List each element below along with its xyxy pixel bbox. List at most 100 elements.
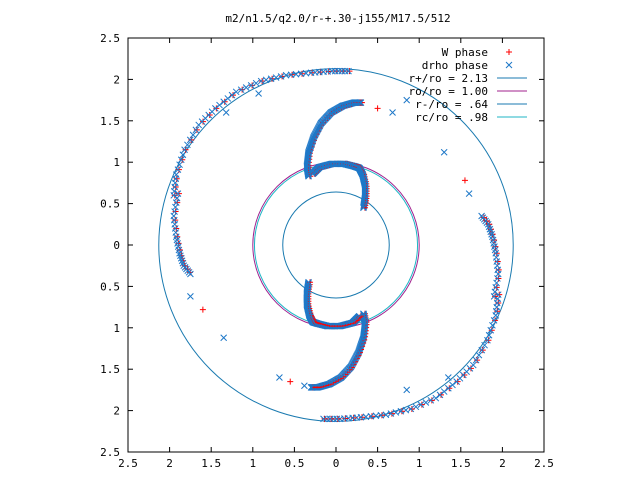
w-phase-point: [474, 357, 481, 364]
w-phase-point: [200, 118, 207, 125]
drho-phase-point: [449, 381, 456, 389]
w-phase-point: [325, 68, 332, 75]
w-phase-point: [374, 105, 381, 112]
w-phase-point: [495, 275, 502, 282]
drho-phase-point: [440, 148, 448, 156]
x-tick-label: 1.5: [201, 457, 221, 470]
w-phase-point: [461, 371, 468, 378]
drho-phase-point: [179, 151, 187, 159]
drho-phase-point: [453, 378, 460, 385]
drho-phase-point: [181, 146, 188, 154]
drho-phase-point: [277, 73, 285, 80]
w-phase-point: [230, 92, 236, 99]
w-phase-point: [174, 233, 181, 240]
w-phase-point: [299, 70, 306, 77]
w-phase-point: [221, 98, 228, 105]
drho-phase-point: [397, 407, 405, 415]
w-phase-point: [309, 69, 316, 76]
w-phase-point: [182, 146, 189, 153]
drho-phase-point: [267, 75, 275, 83]
drho-phase-point: [242, 84, 250, 91]
x-tick-label: 1.5: [451, 457, 471, 470]
w-phase-point: [461, 177, 468, 184]
drho-phase-point: [222, 109, 230, 116]
drho-phase-point: [357, 99, 365, 106]
drho-phase-point: [472, 356, 480, 364]
w-phase-point: [342, 415, 349, 422]
drho-phase-point: [490, 316, 498, 324]
w-phase-point: [358, 414, 365, 421]
drho-phase-point: [224, 95, 232, 102]
drho-phase-point: [307, 384, 315, 391]
drho-phase-point: [252, 79, 260, 87]
y-tick-label: 2: [113, 73, 120, 86]
drho-phase-point: [402, 406, 410, 414]
drho-phase-point: [403, 386, 411, 394]
drho-phase-point: [484, 336, 491, 344]
drho-phase-point: [220, 98, 228, 106]
legend-label: r+/ro = 2.13: [409, 72, 488, 85]
w-phase-point: [438, 391, 444, 398]
w-phase-point: [378, 412, 385, 419]
drho-phase-point: [237, 86, 245, 94]
drho-phase-point: [257, 77, 265, 85]
y-tick-label: 0.5: [100, 198, 120, 211]
reference-circle: [282, 191, 390, 299]
y-tick-label: 2: [113, 405, 120, 418]
drho-phase-point: [247, 82, 255, 89]
drho-phase-point: [212, 105, 219, 112]
drho-phase-point: [387, 410, 395, 417]
w-phase-point: [172, 184, 179, 191]
w-phase-point: [492, 293, 499, 300]
drho-phase-point: [417, 401, 425, 408]
w-phase-point: [479, 347, 486, 354]
w-phase-point: [193, 126, 200, 133]
y-tick-label: 2.5: [100, 32, 120, 45]
w-phase-point: [368, 413, 375, 420]
drho-phase-point: [392, 409, 400, 416]
w-phase-point: [493, 284, 500, 291]
w-phase-point: [467, 365, 474, 372]
w-phase-point: [398, 408, 405, 415]
w-phase-point: [213, 105, 220, 112]
w-phase-point: [346, 68, 353, 75]
y-tick-label: 1: [113, 322, 120, 335]
legend-marker: [505, 61, 513, 69]
drho-phase-point: [440, 388, 448, 395]
drho-phase-point: [301, 382, 308, 390]
reference-circle: [253, 163, 419, 327]
w-phase-point: [259, 78, 266, 85]
drho-phase-point: [262, 76, 270, 84]
w-phase-point: [173, 175, 180, 182]
phase-points: [170, 67, 503, 423]
y-tick-label: 1: [113, 156, 120, 169]
w-phase-point: [485, 337, 492, 344]
x-tick-label: 0.5: [368, 457, 388, 470]
w-phase-point: [173, 225, 180, 232]
drho-phase-point: [320, 415, 327, 423]
w-phase-point: [199, 306, 206, 313]
drho-phase-point: [485, 331, 493, 339]
drho-phase-point: [478, 212, 485, 220]
drho-phase-point: [487, 326, 495, 334]
w-phase-point: [206, 112, 213, 119]
drho-phase-point: [427, 396, 435, 404]
legend-label: drho phase: [422, 59, 488, 72]
chart-title: m2/n1.5/q2.0/r-+.30-j155/M17.5/512: [225, 12, 450, 25]
w-phase-point: [175, 240, 182, 247]
w-phase-point: [328, 415, 335, 422]
x-tick-label: 0.5: [284, 457, 304, 470]
drho-phase-point: [444, 374, 452, 381]
w-phase-point: [408, 405, 415, 412]
drho-phase-point: [489, 321, 496, 329]
x-tick-label: 2.5: [534, 457, 554, 470]
x-tick-label: 2.5: [118, 457, 138, 470]
drho-phase-point: [478, 346, 486, 354]
drho-phase-point: [444, 384, 452, 392]
x-tick-label: 1: [416, 457, 423, 470]
w-phase-point: [176, 246, 183, 253]
drho-phase-point: [272, 74, 280, 81]
drho-phase-point: [192, 126, 200, 134]
w-phase-point: [317, 69, 324, 76]
